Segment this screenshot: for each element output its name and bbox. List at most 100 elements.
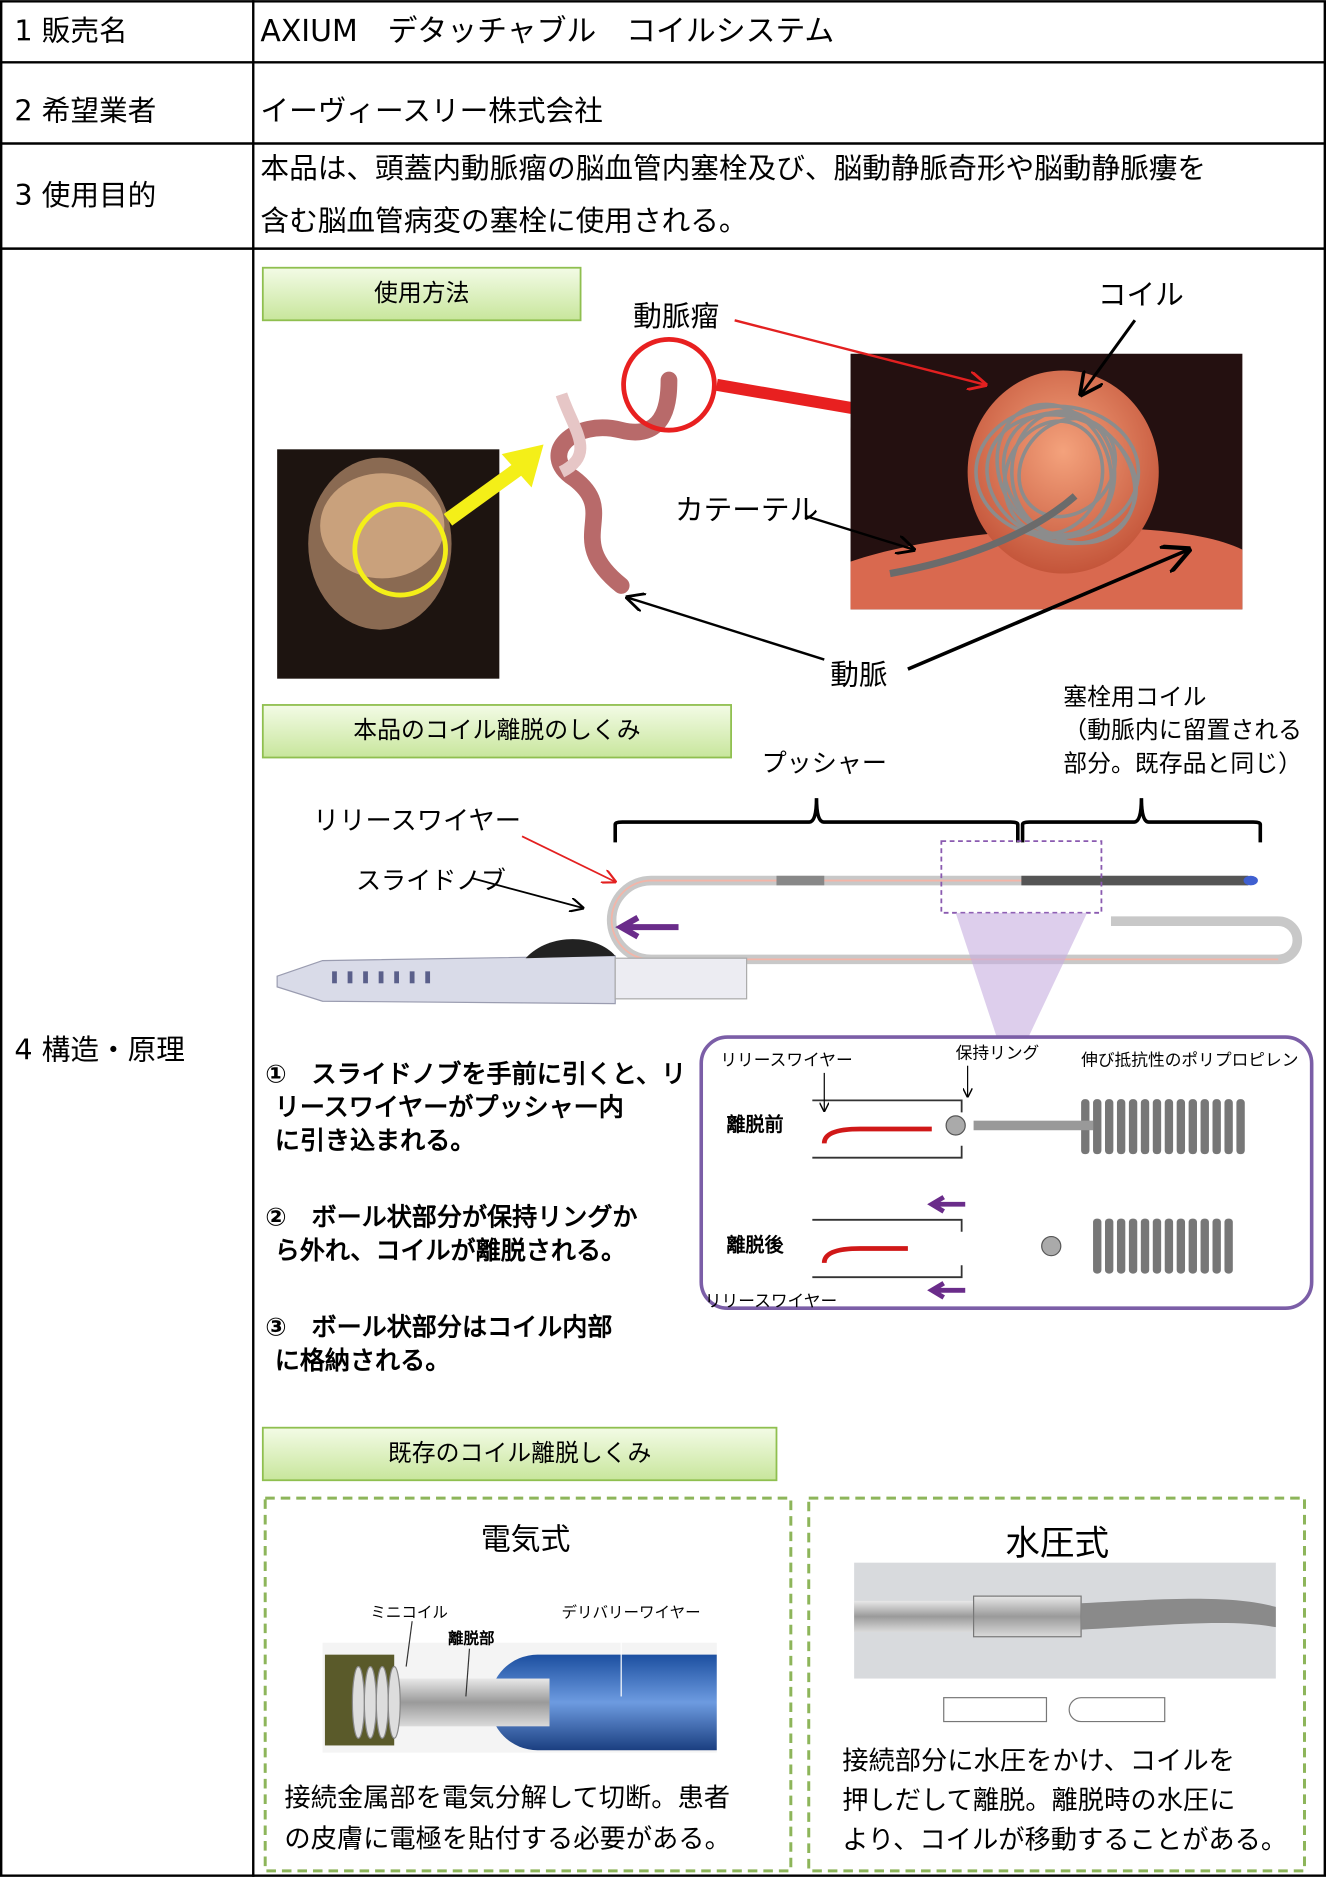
grip — [347, 971, 353, 984]
coil-wind — [1188, 1218, 1197, 1274]
mini-coil — [375, 1666, 389, 1739]
step-text: に格納される。 — [275, 1346, 451, 1375]
step-text: ① スライドノブを手前に引くと、リ — [265, 1059, 686, 1088]
row-label: 1 販売名 — [14, 13, 127, 47]
coil-wind — [1236, 1099, 1245, 1155]
device-wire — [610, 879, 1279, 961]
coil-wind — [1212, 1218, 1221, 1274]
annotation: リリースワイヤー — [720, 1049, 852, 1069]
artery-branch — [555, 392, 587, 478]
annotation: カテーテル — [675, 492, 818, 526]
step-text: リースワイヤーがプッシャー内 — [275, 1093, 624, 1122]
pointer — [734, 319, 986, 385]
row-label: 4 構造・原理 — [14, 1032, 185, 1066]
annotation: 動脈瘤 — [633, 299, 719, 333]
annotation: プッシャー — [762, 749, 887, 778]
pusher-tube — [812, 1218, 963, 1279]
annotation: リリースワイヤー — [705, 1291, 837, 1311]
panel-text: 押しだして離脱。離脱時の水圧に — [842, 1786, 1235, 1816]
coil-wind — [1164, 1218, 1174, 1274]
coil-wind — [1128, 1099, 1138, 1155]
coil-wind — [1176, 1099, 1186, 1155]
annotation: デリバリーワイヤー — [561, 1602, 700, 1621]
coil-wind — [1128, 1218, 1138, 1274]
row-content: 本品は、頭蓋内動脈瘤の脳血管内塞栓及び、脳動静脈奇形や脳動静脈瘻を — [260, 151, 1206, 185]
brace — [1020, 798, 1263, 843]
step-text: ③ ボール状部分はコイル内部 — [265, 1313, 612, 1342]
annotation: 塞栓用コイル — [1063, 683, 1206, 711]
annotation: スライドノブ — [356, 866, 506, 895]
step-text: ら外れ、コイルが離脱される。 — [275, 1236, 626, 1265]
annotation: 動脈 — [830, 657, 887, 691]
grip — [409, 971, 415, 984]
pointer — [805, 515, 914, 549]
zoom-funnel — [955, 912, 1088, 1040]
highlight-circle — [352, 501, 448, 598]
sleeve — [972, 1595, 1082, 1638]
coil-wind — [1200, 1099, 1209, 1155]
state-label: 離脱前 — [726, 1113, 783, 1136]
coil-wind — [1116, 1218, 1126, 1274]
mini-coil — [387, 1666, 401, 1739]
yellow-arrow — [443, 457, 530, 526]
mini-coil — [363, 1666, 377, 1739]
metal-core — [394, 1678, 550, 1727]
annotation: コイル — [1098, 277, 1184, 311]
pointer — [627, 597, 825, 661]
step-text: に引き込まれる。 — [275, 1126, 476, 1155]
purple-arrow — [927, 1195, 966, 1300]
state-label: 離脱後 — [726, 1234, 784, 1257]
purple-arrow — [615, 915, 679, 940]
pointer — [405, 1621, 413, 1667]
handle — [276, 955, 616, 1005]
coil-wind — [1152, 1218, 1162, 1274]
grip — [332, 971, 337, 984]
grip — [425, 971, 431, 984]
small-part — [1068, 1697, 1166, 1723]
coil-wind — [1140, 1218, 1150, 1274]
brace — [613, 798, 1020, 843]
small-part — [943, 1697, 1048, 1723]
coil-loop — [1002, 419, 1105, 536]
panel-text: の皮膚に電極を貼付する必要がある。 — [284, 1824, 731, 1854]
step-text: ② ボール状部分が保持リングか — [265, 1203, 637, 1232]
row-content: イーヴィースリー株式会社 — [260, 93, 602, 127]
annotation: 部分。既存品と同じ） — [1063, 750, 1302, 778]
annotation: （動脈内に留置される — [1063, 716, 1302, 744]
section-title: 使用方法 — [374, 279, 470, 307]
coil-wind — [1105, 1099, 1114, 1155]
catheter — [889, 493, 1078, 578]
coil-wind — [1188, 1099, 1197, 1155]
mini-coil — [351, 1666, 365, 1739]
panel-text: 接続部分に水圧をかけ、コイルを — [842, 1747, 1235, 1777]
annotation: リリースワイヤー — [313, 807, 521, 837]
grip — [394, 971, 399, 984]
ball — [945, 1115, 966, 1136]
coil-wind — [1152, 1099, 1162, 1155]
panel-text: より、コイルが移動することがある。 — [842, 1826, 1287, 1856]
panel-title: 電気式 — [481, 1523, 571, 1558]
coil-wind — [1116, 1099, 1126, 1155]
coil-section — [1021, 875, 1249, 886]
coil-wind — [1212, 1099, 1221, 1155]
coil-wind — [1224, 1218, 1233, 1274]
annotation: 伸び抵抗性のポリプロピレン — [1081, 1049, 1298, 1069]
row-label: 3 使用目的 — [14, 178, 156, 212]
grip — [363, 971, 368, 984]
ball — [1041, 1235, 1062, 1257]
pusher-mark — [776, 875, 825, 886]
pointer — [1081, 319, 1137, 394]
coil-wind — [1140, 1099, 1150, 1155]
coil-wind — [1176, 1218, 1186, 1274]
hydraulic-coil — [1081, 1598, 1276, 1630]
brain — [320, 473, 445, 579]
coil-wind — [1224, 1099, 1233, 1155]
pusher-tube — [812, 1099, 963, 1159]
coil-wind — [1105, 1218, 1114, 1274]
coil-wind — [1200, 1218, 1209, 1274]
section-title: 既存のコイル離脱しくみ — [388, 1439, 652, 1467]
pointer — [521, 835, 615, 881]
